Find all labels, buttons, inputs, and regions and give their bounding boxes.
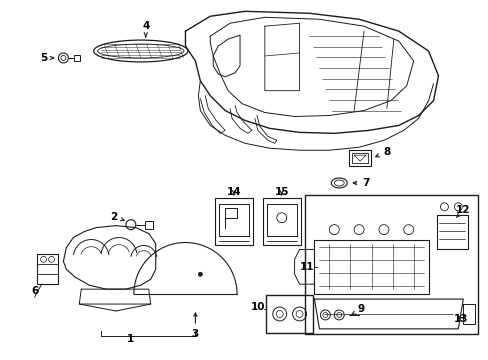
Text: 2: 2	[110, 212, 124, 222]
Bar	[351, 153, 367, 163]
Text: 3: 3	[191, 313, 199, 339]
Bar	[215, 198, 252, 246]
Bar	[219, 204, 248, 235]
Bar	[37, 255, 59, 284]
Bar	[266, 204, 296, 235]
Bar	[436, 215, 468, 249]
Text: 14: 14	[226, 187, 241, 197]
Text: 13: 13	[453, 314, 468, 324]
Bar	[304, 195, 477, 334]
Text: 11: 11	[300, 262, 314, 272]
Bar	[74, 55, 80, 61]
Text: 5: 5	[40, 53, 53, 63]
Text: 10: 10	[250, 302, 264, 312]
Text: 15: 15	[274, 187, 288, 197]
Bar	[144, 221, 152, 229]
Text: 1: 1	[127, 334, 134, 344]
Text: 4: 4	[142, 21, 149, 37]
Text: 12: 12	[455, 205, 469, 217]
Bar	[314, 239, 427, 294]
Text: 7: 7	[352, 178, 369, 188]
Bar	[263, 198, 300, 246]
Text: 9: 9	[351, 304, 364, 314]
Bar	[348, 150, 370, 166]
Text: 6: 6	[31, 286, 38, 296]
Circle shape	[198, 272, 202, 276]
Text: 8: 8	[375, 147, 390, 157]
Bar	[265, 295, 313, 333]
